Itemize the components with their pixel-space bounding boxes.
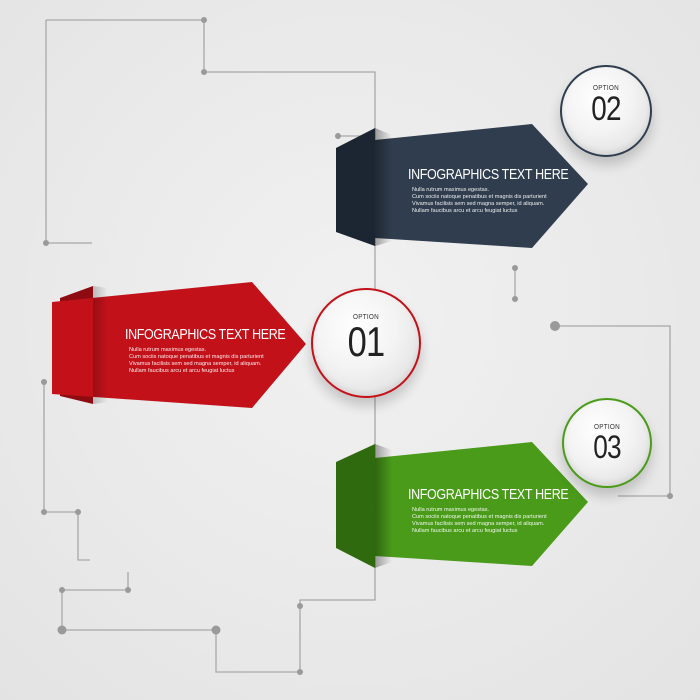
option-02-body-line-2: Cum sociis natoque penatibus et magnis d… bbox=[412, 194, 547, 200]
option-03-text: INFOGRAPHICS TEXT HERE Nulla rutrum maxi… bbox=[408, 487, 594, 535]
option-03-body-line-3: Vivamus facilisis sem sed magna semper, … bbox=[412, 521, 545, 527]
option-03-number: 03 bbox=[593, 429, 621, 465]
option-03-body-line-2: Cum sociis natoque penatibus et magnis d… bbox=[412, 514, 547, 520]
option-01-title: INFOGRAPHICS TEXT HERE bbox=[125, 327, 286, 343]
option-03-label: OPTION bbox=[594, 422, 620, 431]
option-02-body-line-4: Nullam faucibus arcu et arcu feugiat luc… bbox=[412, 208, 518, 214]
option-01-body-line-1: Nulla rutrum maximus egestas. bbox=[129, 347, 207, 353]
option-02-text: INFOGRAPHICS TEXT HERE Nulla rutrum maxi… bbox=[408, 167, 594, 215]
option-02-body-line-1: Nulla rutrum maximus egestas. bbox=[412, 187, 490, 193]
option-01-badge: OPTION 01 bbox=[311, 288, 421, 398]
option-01-body-line-3: Vivamus facilisis sem sed magna semper, … bbox=[129, 361, 262, 367]
option-02-badge: OPTION 02 bbox=[560, 65, 652, 157]
option-03-body-line-4: Nullam faucibus arcu et arcu feugiat luc… bbox=[412, 528, 518, 534]
option-02-label: OPTION bbox=[593, 83, 619, 92]
option-02-title: INFOGRAPHICS TEXT HERE bbox=[408, 167, 569, 183]
option-03-body-line-1: Nulla rutrum maximus egestas. bbox=[412, 507, 490, 513]
option-01-number: 01 bbox=[347, 318, 385, 365]
option-01-text: INFOGRAPHICS TEXT HERE Nulla rutrum maxi… bbox=[125, 327, 311, 375]
option-01-body-line-4: Nullam faucibus arcu et arcu feugiat luc… bbox=[129, 368, 235, 374]
option-03-title: INFOGRAPHICS TEXT HERE bbox=[408, 487, 569, 503]
option-01-label: OPTION bbox=[353, 312, 379, 321]
option-01-body-line-2: Cum sociis natoque penatibus et magnis d… bbox=[129, 354, 264, 360]
option-02-body-line-3: Vivamus facilisis sem sed magna semper, … bbox=[412, 201, 545, 207]
option-03-badge: OPTION 03 bbox=[562, 398, 652, 488]
option-02-number: 02 bbox=[591, 90, 621, 128]
